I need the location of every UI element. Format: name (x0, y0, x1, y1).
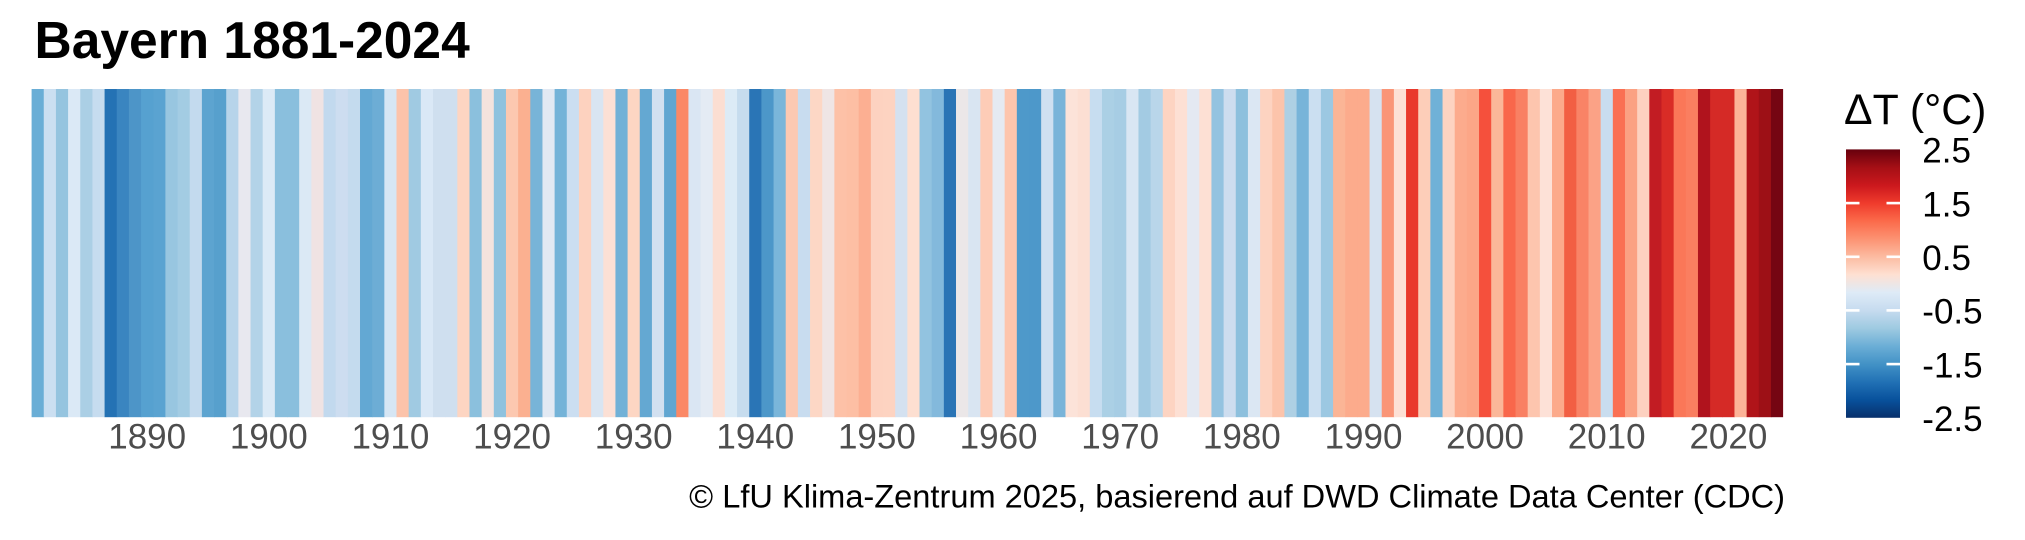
svg-text:-2.5: -2.5 (1922, 400, 1982, 439)
svg-text:2000: 2000 (1446, 418, 1524, 457)
svg-text:1960: 1960 (960, 418, 1038, 457)
svg-text:1990: 1990 (1325, 418, 1403, 457)
svg-text:1940: 1940 (716, 418, 794, 457)
svg-text:1.5: 1.5 (1922, 185, 1971, 224)
svg-text:2.5: 2.5 (1922, 132, 1971, 171)
svg-text:1930: 1930 (595, 418, 673, 457)
svg-text:Bayern 1881-2024: Bayern 1881-2024 (35, 11, 471, 69)
svg-text:0.5: 0.5 (1922, 239, 1971, 278)
svg-text:1890: 1890 (108, 418, 186, 457)
svg-text:1970: 1970 (1081, 418, 1159, 457)
svg-text:1950: 1950 (838, 418, 916, 457)
svg-text:1900: 1900 (230, 418, 308, 457)
svg-text:© LfU Klima-Zentrum 2025, basi: © LfU Klima-Zentrum 2025, basierend auf … (689, 478, 1785, 515)
svg-text:1910: 1910 (351, 418, 429, 457)
svg-text:-1.5: -1.5 (1922, 346, 1982, 385)
svg-text:1980: 1980 (1203, 418, 1281, 457)
svg-text:ΔT (°C): ΔT (°C) (1844, 86, 1986, 134)
svg-text:1920: 1920 (473, 418, 551, 457)
svg-text:-0.5: -0.5 (1922, 293, 1982, 332)
svg-text:2010: 2010 (1568, 418, 1646, 457)
svg-text:2020: 2020 (1689, 418, 1767, 457)
